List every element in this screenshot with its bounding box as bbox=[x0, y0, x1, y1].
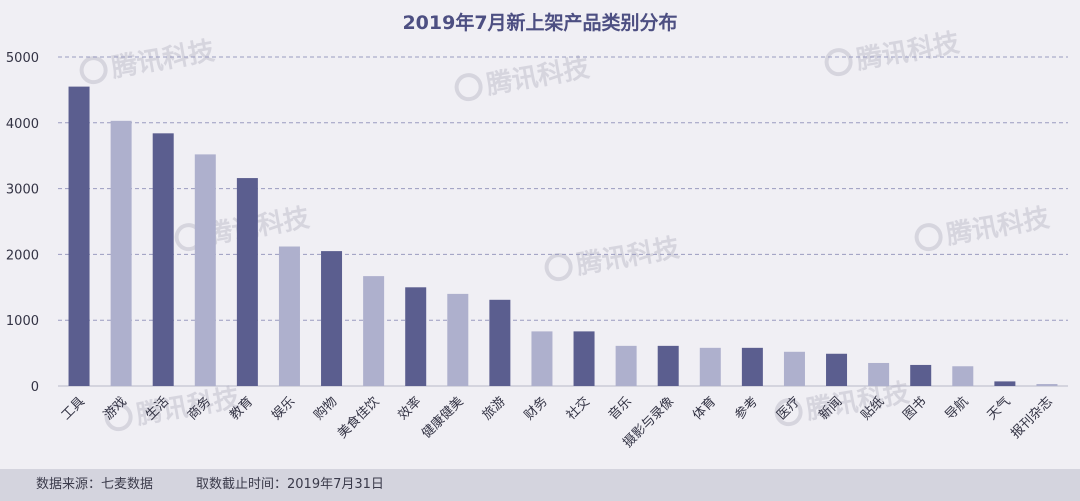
bar bbox=[615, 345, 637, 386]
watermark-logo-icon bbox=[824, 48, 853, 77]
bar bbox=[152, 133, 174, 386]
watermark-logo-icon bbox=[79, 56, 108, 85]
bar bbox=[657, 345, 679, 386]
footer-bar: 数据来源：七麦数据 取数截止时间：2019年7月31日 bbox=[0, 469, 1080, 501]
chart-title: 2019年7月新上架产品类别分布 bbox=[402, 11, 677, 34]
bar bbox=[910, 364, 932, 386]
watermark-text: 腾讯科技 bbox=[944, 203, 1052, 251]
watermark: 腾讯科技 bbox=[824, 28, 962, 77]
bar bbox=[741, 347, 763, 386]
watermark-logo-icon bbox=[104, 403, 133, 432]
y-tick-label: 2000 bbox=[6, 248, 39, 263]
watermark-logo-icon bbox=[774, 398, 803, 427]
watermark-logo-icon bbox=[544, 253, 573, 282]
y-axis: 0 1000 2000 3000 4000 5000 bbox=[6, 51, 39, 395]
watermark: 腾讯科技 bbox=[79, 36, 217, 85]
y-tick-label: 1000 bbox=[6, 314, 39, 329]
data-cutoff-note: 取数截止时间：2019年7月31日 bbox=[196, 477, 384, 492]
bar bbox=[699, 347, 721, 386]
y-tick-label: 3000 bbox=[6, 183, 39, 198]
watermark: 腾讯科技 bbox=[914, 203, 1052, 252]
data-source-note: 数据来源：七麦数据 bbox=[36, 477, 154, 492]
x-tick-label: 工具 bbox=[59, 394, 88, 423]
watermark-logo-icon bbox=[454, 73, 483, 102]
bar bbox=[321, 251, 343, 386]
watermark-logo-icon bbox=[914, 223, 943, 252]
watermark-text: 腾讯科技 bbox=[804, 378, 912, 426]
bar bbox=[110, 120, 132, 387]
bar bbox=[447, 293, 469, 386]
y-tick-label: 0 bbox=[31, 380, 39, 395]
bar bbox=[1036, 384, 1058, 386]
grid-lines bbox=[58, 56, 1068, 387]
bar bbox=[531, 331, 553, 386]
y-tick-label: 4000 bbox=[6, 117, 39, 132]
y-tick-label: 5000 bbox=[6, 51, 39, 66]
x-tick-label: 效率 bbox=[395, 394, 425, 424]
bar bbox=[783, 351, 805, 386]
x-tick-label: 健康健美 bbox=[419, 394, 467, 442]
x-tick-label: 财务 bbox=[521, 394, 551, 424]
x-tick-label: 导航 bbox=[942, 394, 972, 424]
x-tick-label: 天气 bbox=[984, 394, 1014, 424]
x-tick-label: 参考 bbox=[731, 394, 761, 424]
x-tick-label: 美食佳饮 bbox=[334, 394, 382, 442]
bars bbox=[68, 86, 1058, 387]
watermark-text: 腾讯科技 bbox=[574, 233, 682, 281]
watermark: 腾讯科技 bbox=[544, 233, 682, 282]
x-tick-label: 社交 bbox=[563, 394, 593, 424]
bar bbox=[363, 276, 385, 386]
bar bbox=[573, 331, 595, 386]
bar bbox=[868, 362, 890, 386]
bar bbox=[952, 366, 974, 386]
watermark-text: 腾讯科技 bbox=[854, 28, 962, 76]
watermark-text: 腾讯科技 bbox=[484, 53, 592, 101]
bar bbox=[489, 299, 511, 386]
x-tick-label: 旅游 bbox=[480, 394, 509, 423]
bar bbox=[994, 381, 1016, 386]
bar bbox=[278, 246, 300, 386]
bar bbox=[826, 353, 848, 386]
bar-chart: 2019年7月新上架产品类别分布 腾讯科技 腾讯科技腾讯科技腾讯科技腾讯科技腾讯科… bbox=[6, 11, 1068, 451]
watermark-text: 腾讯科技 bbox=[109, 36, 217, 84]
x-tick-label: 体育 bbox=[689, 394, 719, 424]
x-tick-label: 报刊杂志 bbox=[1008, 394, 1055, 441]
bar bbox=[405, 287, 427, 386]
bar bbox=[194, 154, 216, 386]
watermark-text: 腾讯科技 bbox=[204, 203, 312, 251]
x-tick-label: 购物 bbox=[311, 394, 341, 424]
watermark: 腾讯科技 bbox=[454, 53, 592, 102]
x-tick-label: 音乐 bbox=[605, 394, 635, 424]
bar bbox=[68, 86, 90, 387]
x-tick-label: 娱乐 bbox=[269, 394, 298, 423]
bar bbox=[236, 178, 258, 386]
